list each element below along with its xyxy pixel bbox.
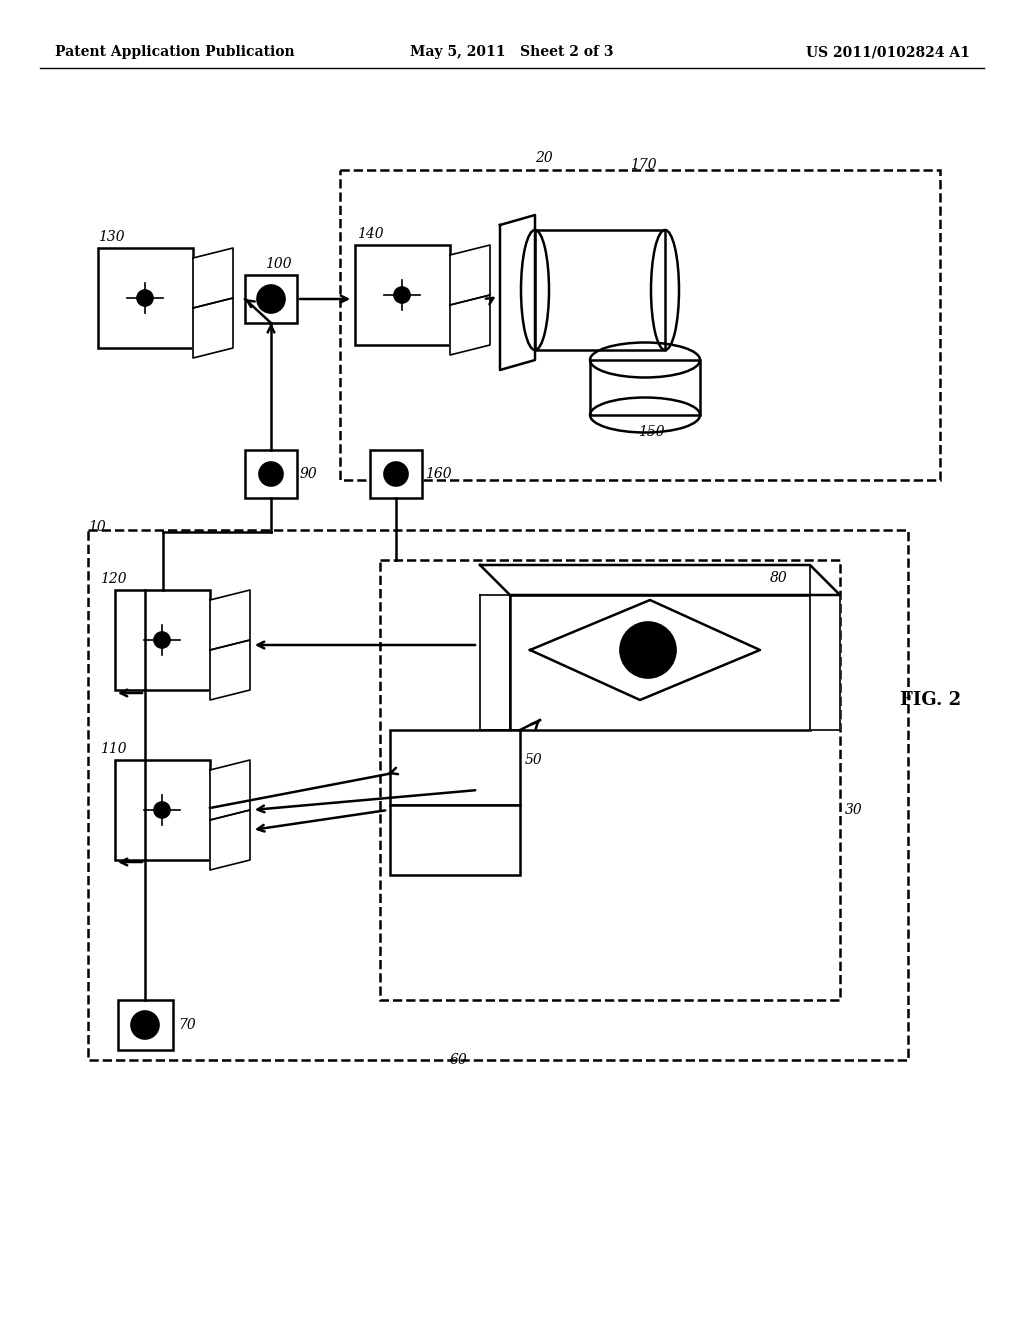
Bar (510, 595, 810, 730)
Text: 170: 170 (630, 158, 656, 172)
Text: 150: 150 (638, 425, 665, 440)
Text: FIG. 2: FIG. 2 (900, 690, 962, 709)
Circle shape (257, 285, 285, 313)
Text: 60: 60 (450, 1053, 468, 1067)
Text: 80: 80 (770, 572, 787, 585)
Polygon shape (450, 246, 490, 305)
Circle shape (131, 1011, 159, 1039)
Text: 100: 100 (265, 257, 292, 271)
Text: 90: 90 (300, 467, 317, 480)
Bar (98, 248, 193, 348)
Bar (245, 450, 297, 498)
Text: 130: 130 (98, 230, 125, 244)
Polygon shape (210, 810, 250, 870)
Polygon shape (450, 294, 490, 355)
Text: Patent Application Publication: Patent Application Publication (55, 45, 295, 59)
Bar (115, 590, 210, 690)
Circle shape (137, 290, 153, 306)
Polygon shape (193, 298, 233, 358)
Text: 120: 120 (100, 572, 127, 586)
Circle shape (259, 462, 283, 486)
Bar (380, 560, 840, 1001)
Polygon shape (210, 590, 250, 649)
Text: 20: 20 (535, 150, 553, 165)
Bar (245, 275, 297, 323)
Polygon shape (480, 595, 510, 730)
Polygon shape (810, 565, 840, 730)
Bar (115, 760, 210, 861)
Bar (340, 170, 940, 480)
Polygon shape (530, 601, 760, 700)
Bar (370, 450, 422, 498)
Text: 110: 110 (100, 742, 127, 756)
Circle shape (394, 286, 410, 304)
Bar (355, 246, 450, 345)
Polygon shape (480, 565, 840, 595)
Circle shape (154, 632, 170, 648)
Polygon shape (500, 215, 535, 370)
Text: 70: 70 (178, 1018, 196, 1032)
Text: 50: 50 (525, 752, 543, 767)
Bar (390, 730, 520, 805)
Bar (390, 805, 520, 875)
Circle shape (384, 462, 408, 486)
Circle shape (154, 803, 170, 818)
Bar (590, 360, 700, 414)
Bar (535, 230, 665, 350)
Polygon shape (210, 640, 250, 700)
Text: US 2011/0102824 A1: US 2011/0102824 A1 (806, 45, 970, 59)
Bar (88, 531, 908, 1060)
Text: 140: 140 (357, 227, 384, 242)
Bar (118, 1001, 173, 1049)
Circle shape (620, 622, 676, 678)
Text: 30: 30 (845, 803, 863, 817)
Polygon shape (210, 760, 250, 820)
Polygon shape (193, 248, 233, 308)
Text: 160: 160 (425, 467, 452, 480)
Text: May 5, 2011   Sheet 2 of 3: May 5, 2011 Sheet 2 of 3 (411, 45, 613, 59)
Text: 10: 10 (88, 520, 105, 535)
